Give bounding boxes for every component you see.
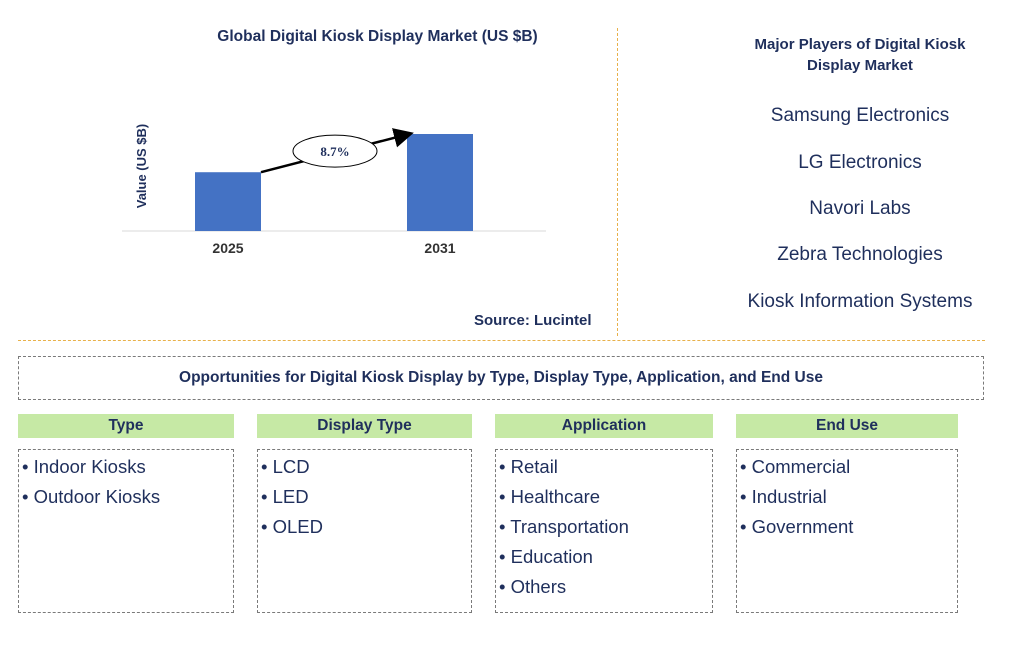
bar-2031 [407,134,473,231]
source-label: Source: Lucintel [474,312,592,329]
player-item: Samsung Electronics [770,105,950,126]
list-item: • Indoor Kiosks [22,456,146,477]
list-item: • LCD [261,456,310,477]
opportunities-title: Opportunities for Digital Kiosk Display … [18,356,984,400]
x-tick-label: 2025 [212,240,243,256]
y-axis-label: Value (US $B) [134,124,149,209]
category-box-application: • Retail • Healthcare • Transportation •… [495,449,713,613]
list-item: • Industrial [740,486,827,507]
x-tick-label: 2031 [424,240,455,256]
player-item: Navori Labs [809,198,911,219]
players-title: Major Players of Digital Kiosk Display M… [754,36,966,74]
list-item: • Others [499,576,567,597]
horizontal-divider [18,340,985,341]
vertical-divider [617,28,618,336]
list-item: • Commercial [740,456,851,477]
category-header-display-type: Display Type [257,414,472,438]
category-box-type: • Indoor Kiosks • Outdoor Kiosks [18,449,234,613]
category-box-display-type: • LCD • LED • OLED [257,449,472,613]
player-item: Zebra Technologies [777,244,943,265]
player-item: Kiosk Information Systems [747,291,973,312]
list-item: • OLED [261,516,323,537]
category-header-type: Type [18,414,234,438]
category-box-end-use: • Commercial • Industrial • Government [736,449,958,613]
cagr-label: 8.7% [320,144,349,159]
list-item: • Outdoor Kiosks [22,486,161,507]
list-item: • Government [740,516,854,537]
list-item: • Retail [499,456,558,477]
player-item: LG Electronics [798,152,922,173]
list-item: • LED [261,486,309,507]
list-item: • Transportation [499,516,629,537]
opportunities-title-text: Opportunities for Digital Kiosk Display … [179,369,823,386]
cagr-bubble [292,134,378,168]
bar-2025 [195,172,261,231]
category-header-end-use: End Use [736,414,958,438]
list-item: • Healthcare [499,486,601,507]
chart-title: Global Digital Kiosk Display Market (US … [217,28,538,45]
list-item: • Education [499,546,593,567]
category-header-application: Application [495,414,713,438]
bar-chart: Value (US $B) 2025 2031 8.7% [122,124,546,256]
